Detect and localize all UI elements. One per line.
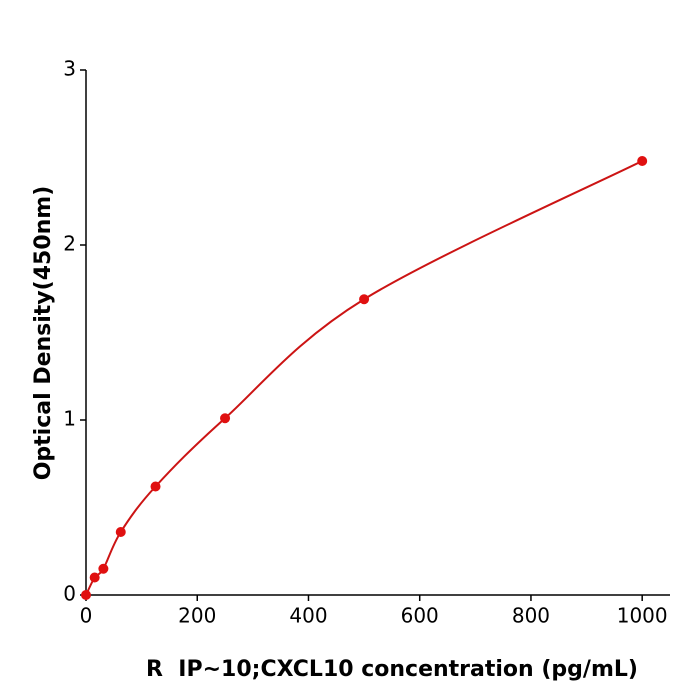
- x-tick-label: 400: [289, 604, 327, 628]
- data-point: [89, 572, 100, 583]
- data-point: [150, 481, 161, 492]
- x-tick-label: 200: [178, 604, 216, 628]
- data-point: [115, 527, 126, 537]
- data-point: [98, 563, 109, 574]
- fit-curve: [85, 160, 643, 596]
- x-tick-label: 600: [401, 604, 439, 628]
- y-tick-label: 3: [63, 57, 76, 81]
- data-point: [220, 413, 231, 424]
- y-tick-label: 2: [63, 232, 76, 256]
- data-point: [359, 294, 370, 305]
- y-tick-label: 0: [63, 582, 76, 606]
- x-axis-label: R IP~10;CXCL10 concentration (pg/mL): [146, 657, 638, 682]
- y-tick-label: 1: [63, 407, 76, 431]
- y-axis-label: Optical Density(450nm): [31, 186, 56, 481]
- x-tick-label: 1000: [617, 604, 668, 628]
- data-point: [81, 590, 91, 600]
- data-point: [637, 156, 648, 166]
- x-tick-label: 800: [512, 604, 550, 628]
- x-tick-label: 0: [80, 604, 93, 628]
